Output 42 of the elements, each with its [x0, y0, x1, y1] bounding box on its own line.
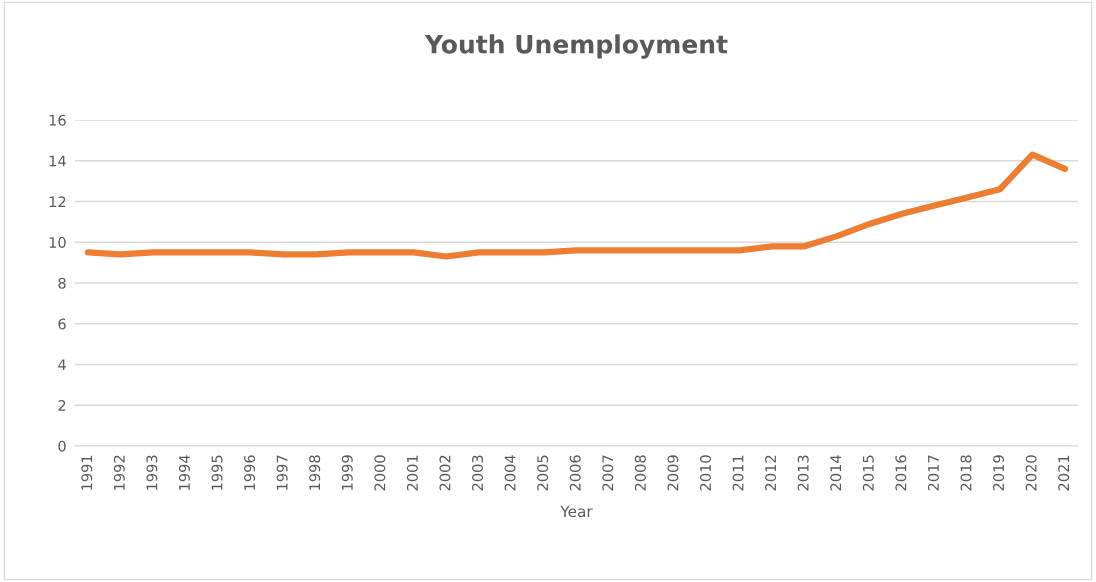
x-tick-label: 2014: [830, 455, 842, 491]
chart-title: Youth Unemployment: [424, 34, 728, 59]
x-tick-label: 2000: [374, 455, 386, 491]
y-tick-label: 10: [49, 236, 66, 248]
y-tick-label: 12: [49, 196, 66, 208]
x-tick-label: 2011: [732, 455, 744, 491]
x-tick-label: 1992: [113, 455, 125, 490]
x-tick-label: 2005: [537, 455, 549, 491]
x-tick-label: 1998: [309, 455, 321, 490]
y-tick-label: 8: [58, 277, 66, 289]
x-tick-label: 1999: [341, 455, 353, 490]
x-tick-label: 1996: [244, 455, 256, 490]
x-tick-label: 2006: [569, 455, 581, 491]
x-tick-label: 2009: [667, 455, 679, 491]
x-axis-title: Year: [560, 505, 593, 518]
x-tick-label: 2018: [960, 455, 972, 491]
x-tick-label: 2008: [634, 455, 646, 491]
x-tick-label: 2004: [504, 455, 516, 491]
x-tick-label: 2013: [797, 455, 809, 491]
x-tick-label: 2015: [862, 455, 874, 491]
x-tick-label: 2019: [993, 455, 1005, 491]
x-tick-label: 1993: [146, 455, 158, 490]
y-tick-label: 0: [58, 440, 66, 452]
y-tick-label: 2: [58, 399, 66, 411]
x-tick-label: 2002: [439, 455, 451, 491]
y-tick-label: 16: [49, 114, 66, 126]
x-tick-label: 2010: [699, 455, 711, 491]
x-tick-label: 1995: [211, 455, 223, 490]
x-tick-label: 1997: [276, 455, 288, 490]
x-tick-label: 2017: [927, 455, 939, 491]
x-tick-label: 2016: [895, 455, 907, 491]
y-tick-label: 4: [58, 359, 66, 371]
x-tick-label: 2001: [406, 455, 418, 491]
x-tick-label: 2003: [472, 455, 484, 491]
x-tick-label: 1991: [81, 455, 93, 490]
x-tick-label: 1994: [178, 455, 190, 490]
y-tick-label: 6: [58, 318, 66, 330]
x-tick-label: 2007: [602, 455, 614, 491]
x-tick-label: 2021: [1058, 455, 1070, 491]
x-tick-label: 2012: [765, 455, 777, 491]
y-tick-label: 14: [49, 155, 66, 167]
x-tick-label: 2020: [1025, 455, 1037, 491]
